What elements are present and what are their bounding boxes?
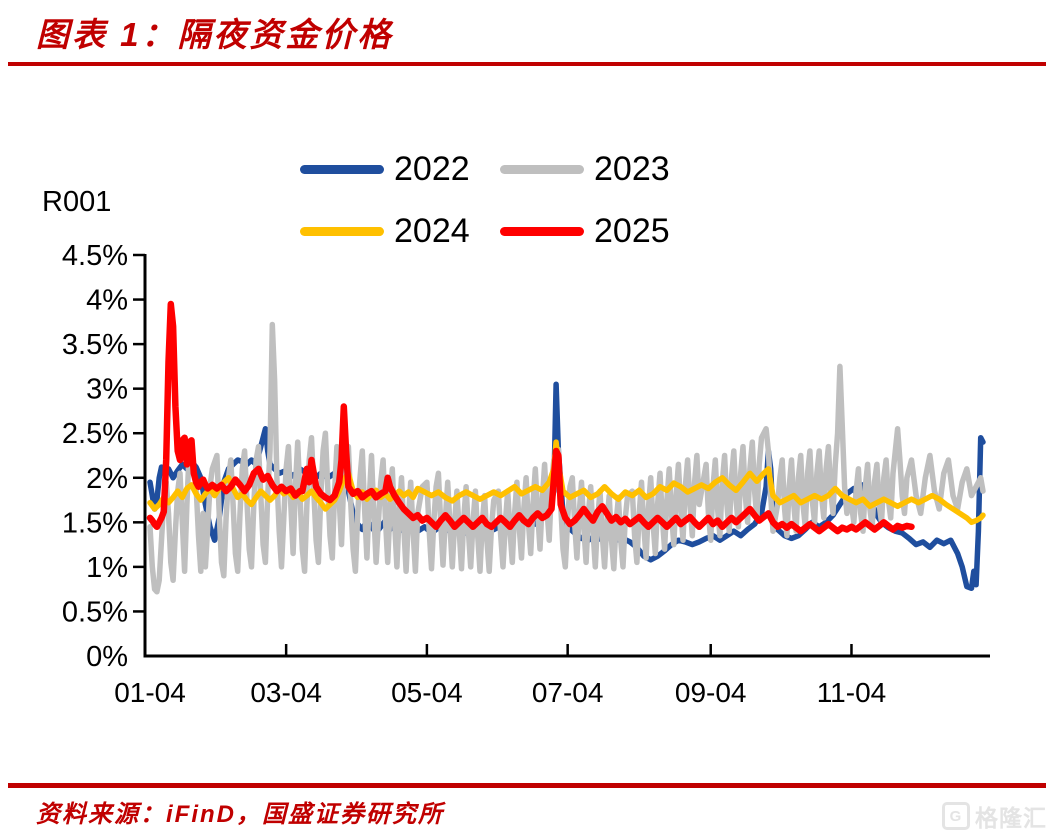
x-tick-label: 01-04: [114, 677, 186, 708]
x-tick-label: 07-04: [532, 677, 604, 708]
y-tick-label: 0%: [86, 641, 128, 673]
legend-label: 2023: [594, 150, 670, 188]
y-tick-label: 0.5%: [62, 596, 128, 628]
legend-item-2023: 2023: [500, 152, 700, 186]
figure-title: 图表 1：隔夜资金价格: [36, 16, 394, 53]
legend-swatch-2024: [300, 226, 384, 236]
source-note: 资料来源：iFinD，国盛证券研究所: [36, 801, 444, 828]
watermark-text: 格隆汇: [975, 805, 1047, 831]
y-tick-label: 2.5%: [62, 418, 128, 450]
y-tick-label: 3.5%: [62, 329, 128, 361]
legend-swatch-2025: [500, 226, 584, 236]
series-line-2023: [147, 321, 986, 595]
gelonghui-watermark: G 格隆汇: [942, 799, 1047, 833]
y-tick-label: 1%: [86, 552, 128, 584]
x-tick-label: 03-04: [250, 677, 322, 708]
title-divider: [8, 62, 1046, 66]
legend-item-2022: 2022: [300, 152, 500, 186]
chart-legend: 2022 2023 2024 2025: [300, 152, 700, 248]
x-tick-label: 05-04: [391, 677, 463, 708]
y-tick-label: 3%: [86, 374, 128, 406]
series-line-2024: [147, 439, 986, 526]
legend-swatch-2023: [500, 164, 584, 174]
y-axis-unit-label: R001: [42, 186, 112, 218]
legend-item-2024: 2024: [300, 214, 500, 248]
x-tick-label: 11-04: [817, 677, 887, 708]
y-tick-label: 2%: [86, 463, 128, 495]
gelonghui-logo-icon: G: [942, 802, 970, 830]
x-tick-label: 09-04: [675, 677, 747, 708]
footer-divider: [8, 783, 1046, 788]
legend-swatch-2022: [300, 164, 384, 174]
y-tick-label: 1.5%: [62, 507, 128, 539]
y-tick-label: 4%: [86, 285, 128, 317]
legend-label: 2022: [394, 150, 470, 188]
legend-label: 2024: [394, 212, 470, 250]
legend-label: 2025: [594, 212, 670, 250]
series-line-2025: [146, 300, 915, 535]
legend-item-2025: 2025: [500, 214, 700, 248]
y-tick-label: 4.5%: [62, 240, 128, 272]
